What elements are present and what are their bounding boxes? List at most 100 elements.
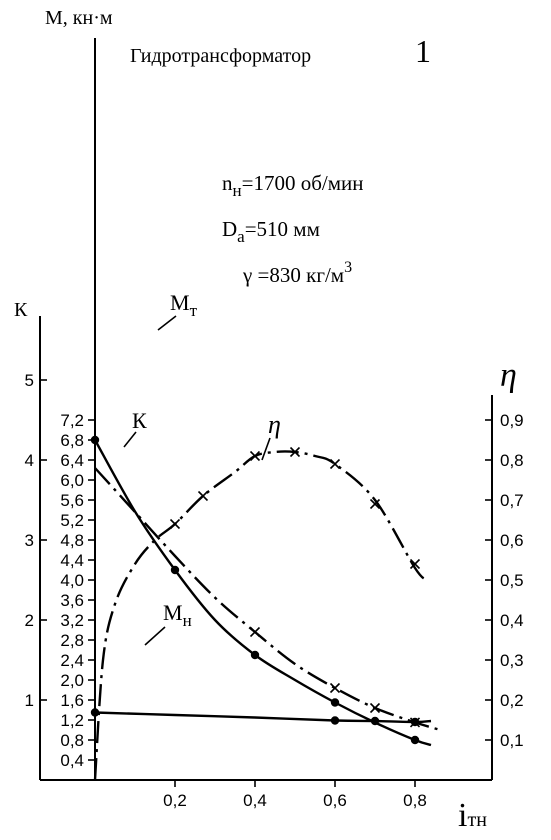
dot-marker — [90, 708, 100, 717]
x-tick-label: 0,8 — [403, 791, 427, 810]
cross-stroke — [169, 518, 181, 530]
eta-tick-label: 0,5 — [500, 571, 524, 590]
x-axis-subscript: тн — [467, 809, 487, 831]
series-label-k: К — [132, 408, 147, 433]
k-tick-label: 2 — [25, 611, 34, 630]
eta-tick-label: 0,6 — [500, 531, 524, 550]
series-leader-eta — [261, 437, 271, 461]
cross-stroke — [197, 490, 209, 502]
markers — [90, 435, 421, 745]
m-axis-label: M, кн·м — [45, 7, 113, 29]
m-tick-label: 7,2 — [60, 411, 84, 430]
series-leader-k — [123, 431, 137, 448]
param-gamma-sup: 3 — [344, 259, 352, 276]
m-tick-label: 4,0 — [60, 571, 84, 590]
curve-mt — [93, 439, 432, 747]
param-d: Da=510 мм — [222, 217, 320, 246]
curve-eta — [93, 450, 428, 781]
k-axis-label: К — [14, 299, 28, 321]
chart-title: Гидротрансформатор — [130, 45, 311, 67]
dot-marker — [330, 698, 340, 707]
curve-mn — [94, 711, 432, 724]
param-d-sub: a — [237, 227, 245, 246]
cross-marker — [197, 490, 209, 502]
eta-tick-label: 0,3 — [500, 651, 524, 670]
cross-stroke — [249, 626, 261, 638]
curves — [93, 439, 440, 781]
cross-marker — [289, 446, 301, 458]
cross-stroke — [409, 717, 421, 728]
x-axis-label: iтн — [458, 797, 487, 834]
series-label-eta: η — [268, 410, 281, 439]
eta-tick-label: 0,9 — [500, 411, 524, 430]
m-tick-label: 4,8 — [60, 531, 84, 550]
series-label-mn-sub: н — [183, 611, 192, 630]
m-tick-label: 3,2 — [60, 611, 84, 630]
m-tick-label: 0,8 — [60, 731, 84, 750]
dot-marker — [410, 735, 420, 745]
m-tick-label: 2,8 — [60, 631, 84, 650]
cross-marker — [329, 458, 341, 470]
m-tick-label: 1,2 — [60, 711, 84, 730]
dot-marker — [370, 716, 380, 726]
param-gamma-value: γ =830 кг/м — [242, 263, 344, 287]
curve-k — [94, 467, 440, 731]
k-tick-label: 5 — [25, 371, 34, 390]
cross-stroke — [329, 682, 341, 694]
cross-marker — [409, 558, 421, 570]
ticks: 0,40,81,21,62,02,42,83,23,64,04,44,85,25… — [25, 371, 524, 810]
cross-stroke — [409, 558, 421, 570]
m-tick-label: 0,4 — [60, 751, 84, 770]
dot-marker — [250, 650, 260, 660]
dot-marker — [90, 435, 100, 445]
m-tick-label: 6,4 — [60, 451, 84, 470]
eta-tick-label: 0,8 — [500, 451, 524, 470]
m-tick-label: 6,8 — [60, 431, 84, 450]
cross-marker — [369, 498, 381, 510]
m-tick-label: 2,4 — [60, 651, 84, 670]
cross-marker — [409, 717, 421, 728]
cross-stroke — [369, 702, 381, 714]
series-label-mt-sub: т — [190, 301, 198, 320]
cross-marker — [369, 702, 381, 714]
eta-tick-label: 0,4 — [500, 611, 524, 630]
m-tick-label: 2,0 — [60, 671, 84, 690]
dot-marker — [330, 716, 340, 725]
series-leader-mt — [157, 315, 177, 331]
k-tick-label: 3 — [25, 531, 34, 550]
dot-marker — [170, 565, 180, 575]
param-d-value: =510 мм — [245, 217, 320, 241]
m-tick-label: 1,6 — [60, 691, 84, 710]
eta-tick-label: 0,7 — [500, 491, 524, 510]
series-leader-mn — [144, 626, 166, 646]
k-tick-label: 4 — [25, 451, 34, 470]
series-label-mt: Mт — [170, 290, 198, 320]
cross-marker — [249, 450, 261, 462]
param-d-symbol: D — [222, 217, 237, 241]
cross-stroke — [369, 498, 381, 510]
chart-title-number: 1 — [415, 33, 431, 69]
m-tick-label: 4,4 — [60, 551, 84, 570]
series-label-mn: Mн — [163, 600, 192, 630]
param-gamma: γ =830 кг/м3 — [242, 259, 352, 287]
eta-tick-label: 0,2 — [500, 691, 524, 710]
eta-tick-label: 0,1 — [500, 731, 524, 750]
m-tick-label: 5,6 — [60, 491, 84, 510]
cross-marker — [169, 518, 181, 530]
m-tick-label: 6,0 — [60, 471, 84, 490]
cross-marker — [249, 626, 261, 638]
k-tick-label: 1 — [25, 691, 34, 710]
x-axis-symbol: i — [458, 797, 467, 834]
eta-axis-label: η — [500, 357, 517, 394]
x-tick-label: 0,2 — [163, 791, 187, 810]
x-tick-label: 0,4 — [243, 791, 267, 810]
cross-marker — [329, 682, 341, 694]
param-n-value: =1700 об/мин — [242, 171, 364, 195]
param-n-symbol: n — [222, 171, 233, 195]
cross-stroke — [249, 450, 261, 462]
cross-stroke — [329, 458, 341, 470]
param-n: nн=1700 об/мин — [222, 171, 364, 200]
m-tick-label: 5,2 — [60, 511, 84, 530]
series-label-mt-name: M — [170, 290, 190, 315]
